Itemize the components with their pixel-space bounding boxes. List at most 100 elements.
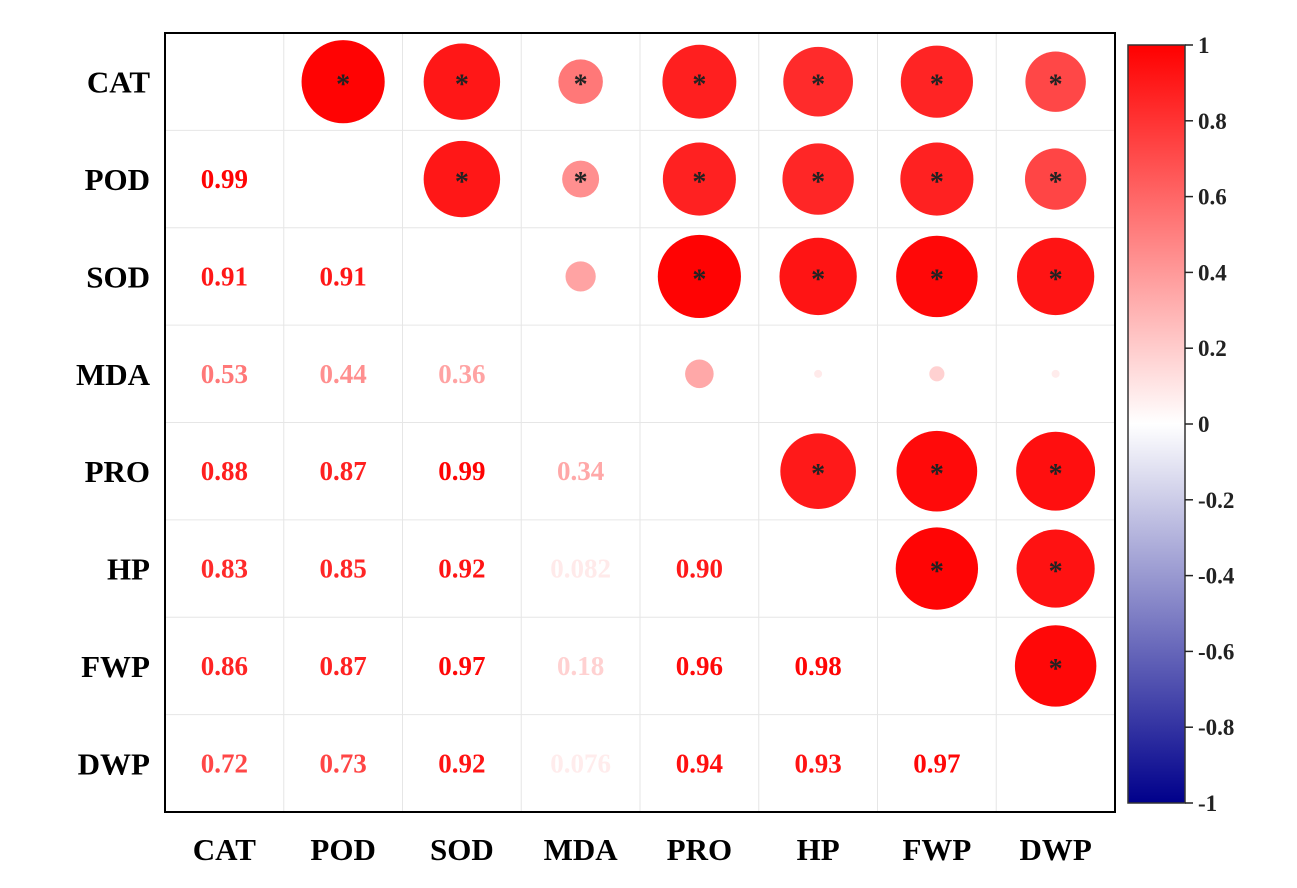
significance-marker: * (574, 167, 588, 198)
correlation-circle (565, 261, 596, 292)
x-tick-label: MDA (544, 832, 619, 867)
correlation-circle (895, 527, 979, 610)
correlation-circle (657, 234, 741, 319)
plot-frame (164, 32, 1116, 813)
correlation-circle (1016, 431, 1096, 511)
correlation-value-label: 0.96 (676, 651, 723, 681)
correlation-value-label: 0.73 (320, 748, 367, 778)
significance-marker: * (811, 70, 825, 101)
correlation-circle (814, 369, 823, 378)
y-tick-label: MDA (76, 357, 151, 392)
significance-marker: * (1049, 654, 1063, 685)
y-tick-label: DWP (78, 746, 150, 781)
correlation-value-label: 0.85 (320, 554, 367, 584)
correlation-value-label: 0.86 (201, 651, 248, 681)
significance-marker: * (455, 167, 469, 198)
y-tick-label: SOD (86, 259, 150, 294)
significance-marker: * (811, 264, 825, 295)
significance-marker: * (455, 70, 469, 101)
correlation-circle (783, 46, 853, 117)
x-tick-label: HP (797, 832, 840, 867)
significance-marker: * (930, 459, 944, 490)
significance-marker: * (1049, 459, 1063, 490)
correlation-circle (662, 44, 737, 119)
significance-marker: * (930, 557, 944, 588)
correlation-circle (782, 143, 854, 215)
colorbar-tick-label: -0.8 (1198, 715, 1234, 740)
correlation-value-label: 0.18 (557, 651, 604, 681)
correlation-circle (1016, 237, 1095, 316)
y-tick-label: HP (107, 552, 150, 587)
colorbar-tick-label: 0.8 (1198, 109, 1227, 134)
correlation-value-label: 0.88 (201, 456, 248, 486)
significance-marker: * (930, 167, 944, 198)
colorbar-tick-label: 0.6 (1198, 185, 1227, 210)
x-tick-label: SOD (430, 832, 494, 867)
significance-marker: * (336, 70, 350, 101)
correlation-value-label: 0.97 (913, 748, 960, 778)
y-tick-label: PRO (85, 454, 150, 489)
significance-marker: * (1049, 557, 1063, 588)
colorbar-tick-label: -0.4 (1198, 564, 1235, 589)
y-tick-label: CAT (87, 65, 150, 100)
correlation-value-label: 0.72 (201, 748, 248, 778)
correlation-value-label: 0.90 (676, 554, 723, 584)
colorbar-tick-label: 0.4 (1198, 260, 1227, 285)
correlation-circle (1014, 625, 1097, 707)
correlation-value-label: 0.87 (320, 456, 367, 486)
correlation-circle (558, 59, 603, 104)
x-tick-label: POD (310, 832, 375, 867)
x-tick-label: DWP (1019, 832, 1091, 867)
correlation-value-label: 0.93 (795, 748, 842, 778)
correlation-circle (662, 142, 736, 216)
correlation-circle (900, 45, 973, 118)
significance-marker: * (574, 70, 588, 101)
y-tick-label: POD (85, 162, 150, 197)
correlation-value-label: 0.97 (438, 651, 485, 681)
colorbar-tick-label: -1 (1198, 791, 1217, 816)
correlation-value-label: 0.87 (320, 651, 367, 681)
colorbar-tick-label: -0.2 (1198, 488, 1234, 513)
correlation-circle (896, 235, 978, 318)
correlation-circle (779, 237, 857, 316)
correlation-value-label: 0.92 (438, 554, 485, 584)
correlation-value-label: 0.91 (320, 261, 367, 291)
correlation-value-label: 0.44 (320, 359, 367, 389)
correlation-circle (900, 142, 974, 216)
correlation-circle (1016, 529, 1095, 608)
significance-marker: * (811, 167, 825, 198)
significance-marker: * (692, 167, 706, 198)
correlation-circle (423, 43, 501, 120)
correlation-value-label: 0.082 (550, 554, 611, 584)
correlation-value-label: 0.99 (201, 164, 248, 194)
x-tick-label: CAT (193, 832, 256, 867)
significance-marker: * (1049, 264, 1063, 295)
correlation-value-label: 0.98 (795, 651, 842, 681)
correlation-circle (685, 359, 714, 389)
correlation-value-label: 0.83 (201, 554, 248, 584)
correlation-circle (301, 40, 385, 124)
significance-marker: * (692, 264, 706, 295)
correlation-circle (1025, 51, 1086, 112)
significance-marker: * (692, 70, 706, 101)
correlation-circle (780, 433, 856, 509)
colorbar-tick-label: 0.2 (1198, 336, 1227, 361)
significance-marker: * (930, 264, 944, 295)
significance-marker: * (1049, 167, 1063, 198)
correlation-value-label: 0.076 (550, 748, 611, 778)
colorbar-tick-label: 1 (1198, 33, 1210, 58)
correlation-value-label: 0.94 (676, 748, 723, 778)
correlation-value-label: 0.34 (557, 456, 604, 486)
correlation-circle (896, 430, 978, 512)
significance-marker: * (811, 459, 825, 490)
significance-marker: * (1049, 70, 1063, 101)
colorbar-tick-label: 0 (1198, 412, 1210, 437)
correlation-circle (562, 160, 600, 198)
correlation-circle (1051, 369, 1060, 378)
correlation-value-label: 0.36 (438, 359, 485, 389)
colorbar (1127, 44, 1186, 804)
x-tick-label: PRO (667, 832, 732, 867)
y-tick-label: FWP (81, 649, 150, 684)
significance-marker: * (930, 70, 944, 101)
